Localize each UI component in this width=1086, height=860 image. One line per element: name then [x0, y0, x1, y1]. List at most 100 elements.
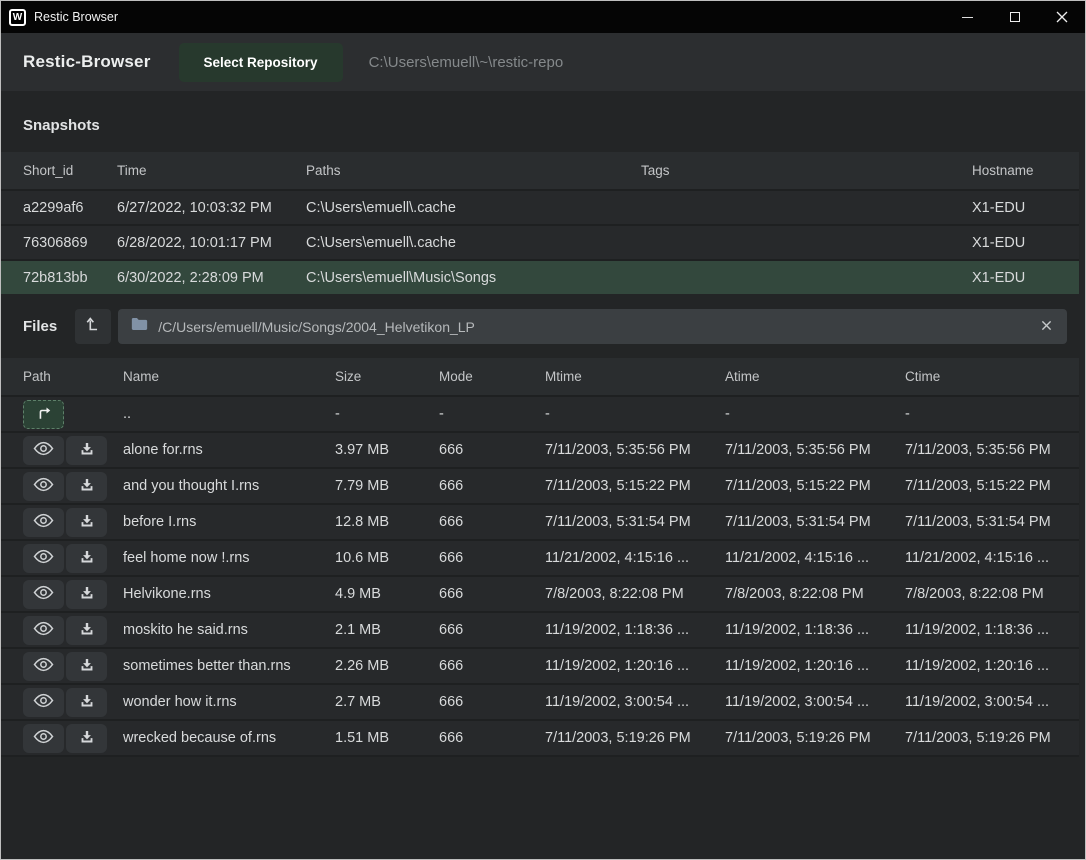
download-file-button[interactable]: [66, 507, 107, 537]
file-row: wrecked because of.rns 1.51 MB 666 7/11/200…: [1, 719, 1079, 755]
maximize-icon: [1009, 12, 1020, 22]
file-ctime: 7/8/2003, 8:22:08 PM: [905, 586, 1044, 602]
preview-file-button[interactable]: [23, 435, 64, 465]
snapshot-hostname: X1-EDU: [972, 234, 1026, 251]
file-actions: [23, 435, 123, 465]
snapshot-time: 6/27/2022, 10:03:32 PM: [117, 199, 272, 216]
file-ctime: 11/19/2002, 3:00:54 ...: [905, 694, 1050, 710]
snapshot-short-id: a2299af6: [23, 199, 84, 216]
download-file-button[interactable]: [66, 543, 107, 573]
snapshot-time: 6/30/2022, 2:28:09 PM: [117, 269, 264, 286]
col-atime: Atime: [725, 369, 760, 384]
preview-file-button[interactable]: [23, 687, 64, 717]
file-size: 1.51 MB: [335, 730, 389, 746]
go-up-button[interactable]: [23, 399, 64, 429]
file-mode: 666: [439, 478, 464, 494]
snapshot-row[interactable]: 72b813bb 6/30/2022, 2:28:09 PM C:\Users\em…: [1, 259, 1079, 294]
file-actions: [23, 723, 123, 753]
file-mode: 666: [439, 694, 464, 710]
files-table: Path Name Size Mode Mtime Atime Ctime ..…: [1, 358, 1079, 757]
file-name: feel home now !.rns: [123, 550, 250, 566]
file-ctime: 7/11/2003, 5:15:22 PM: [905, 478, 1051, 494]
preview-file-button[interactable]: [23, 507, 64, 537]
wails-logo-icon: W: [9, 8, 26, 26]
titlebar[interactable]: W Restic Browser: [1, 1, 1085, 33]
file-mtime: 11/19/2002, 3:00:54 ...: [545, 694, 690, 710]
eye-icon: [33, 621, 54, 639]
file-ctime: 7/11/2003, 5:31:54 PM: [905, 514, 1051, 530]
col-mode: Mode: [439, 369, 473, 384]
eye-icon: [33, 549, 54, 567]
col-paths: Paths: [306, 163, 341, 178]
preview-file-button[interactable]: [23, 651, 64, 681]
file-row: alone for.rns 3.97 MB 666 7/11/2003, 5:35:5…: [1, 431, 1079, 467]
file-atime: 11/19/2002, 1:20:16 ...: [725, 658, 870, 674]
file-ctime: -: [905, 406, 910, 422]
eye-icon: [33, 441, 54, 459]
col-mtime: Mtime: [545, 369, 582, 384]
snapshot-row[interactable]: 76306869 6/28/2022, 10:01:17 PM C:\Users\e…: [1, 224, 1079, 259]
file-actions: [23, 471, 123, 501]
snapshots-table-header: Short_id Time Paths Tags Hostname: [1, 152, 1079, 189]
breadcrumb-path-text: /C/Users/emuell/Music/Songs/2004_Helveti…: [158, 318, 475, 335]
path-breadcrumb[interactable]: /C/Users/emuell/Music/Songs/2004_Helveti…: [118, 309, 1067, 344]
download-file-button[interactable]: [66, 687, 107, 717]
maximize-button[interactable]: [991, 1, 1038, 33]
file-size: -: [335, 406, 340, 422]
file-mtime: 7/11/2003, 5:35:56 PM: [545, 442, 691, 458]
file-size: 12.8 MB: [335, 514, 389, 530]
col-hostname: Hostname: [972, 163, 1034, 178]
preview-file-button[interactable]: [23, 471, 64, 501]
file-atime: 11/19/2002, 3:00:54 ...: [725, 694, 870, 710]
download-icon: [79, 657, 95, 676]
select-repository-button[interactable]: Select Repository: [178, 42, 343, 82]
download-file-button[interactable]: [66, 615, 107, 645]
download-file-button[interactable]: [66, 579, 107, 609]
file-ctime: 7/11/2003, 5:19:26 PM: [905, 730, 1051, 746]
window-controls: [944, 1, 1085, 33]
file-atime: 7/11/2003, 5:19:26 PM: [725, 730, 871, 746]
download-file-button[interactable]: [66, 723, 107, 753]
download-file-button[interactable]: [66, 435, 107, 465]
download-file-button[interactable]: [66, 651, 107, 681]
download-icon: [79, 585, 95, 604]
download-file-button[interactable]: [66, 471, 107, 501]
path-level-button[interactable]: [75, 309, 112, 344]
file-mtime: 11/19/2002, 1:18:36 ...: [545, 622, 690, 638]
col-time: Time: [117, 163, 147, 178]
download-icon: [79, 513, 95, 532]
window-title: Restic Browser: [34, 10, 119, 24]
download-icon: [79, 477, 95, 496]
file-name: before I.rns: [123, 514, 197, 530]
preview-file-button[interactable]: [23, 615, 64, 645]
col-name: Name: [123, 369, 160, 384]
files-bar: Files /C/Users/emuell/Music/Songs/2004_H…: [23, 309, 1067, 344]
col-size: Size: [335, 369, 362, 384]
files-heading: Files: [23, 318, 58, 335]
minimize-button[interactable]: [944, 1, 991, 33]
files-table-body: .. - - - - - alone for.rns 3.97 MB 666 7/11/2003,…: [1, 395, 1079, 757]
file-size: 7.79 MB: [335, 478, 389, 494]
preview-file-button[interactable]: [23, 723, 64, 753]
file-mtime: 11/21/2002, 4:15:16 ...: [545, 550, 690, 566]
file-name: wonder how it.rns: [123, 694, 237, 710]
file-actions: [23, 543, 123, 573]
snapshot-row[interactable]: a2299af6 6/27/2022, 10:03:32 PM C:\Users\e…: [1, 189, 1079, 224]
file-mode: 666: [439, 730, 464, 746]
file-row: moskito he said.rns 2.1 MB 666 11/19/2002, …: [1, 611, 1079, 647]
file-mtime: 11/19/2002, 1:20:16 ...: [545, 658, 690, 674]
level-up-icon: [84, 316, 102, 337]
snapshot-paths: C:\Users\emuell\Music\Songs: [306, 269, 497, 286]
file-actions: [23, 651, 123, 681]
file-atime: 11/19/2002, 1:18:36 ...: [725, 622, 870, 638]
preview-file-button[interactable]: [23, 579, 64, 609]
file-row: and you thought I.rns 7.79 MB 666 7/11/2003…: [1, 467, 1079, 503]
close-button[interactable]: [1038, 1, 1085, 33]
file-ctime: 11/19/2002, 1:20:16 ...: [905, 658, 1050, 674]
clear-path-button[interactable]: [1039, 318, 1054, 335]
preview-file-button[interactable]: [23, 543, 64, 573]
snapshot-short-id: 72b813bb: [23, 269, 88, 286]
snapshot-paths: C:\Users\emuell\.cache: [306, 199, 456, 216]
file-name: and you thought I.rns: [123, 478, 260, 494]
snapshot-paths: C:\Users\emuell\.cache: [306, 234, 456, 251]
